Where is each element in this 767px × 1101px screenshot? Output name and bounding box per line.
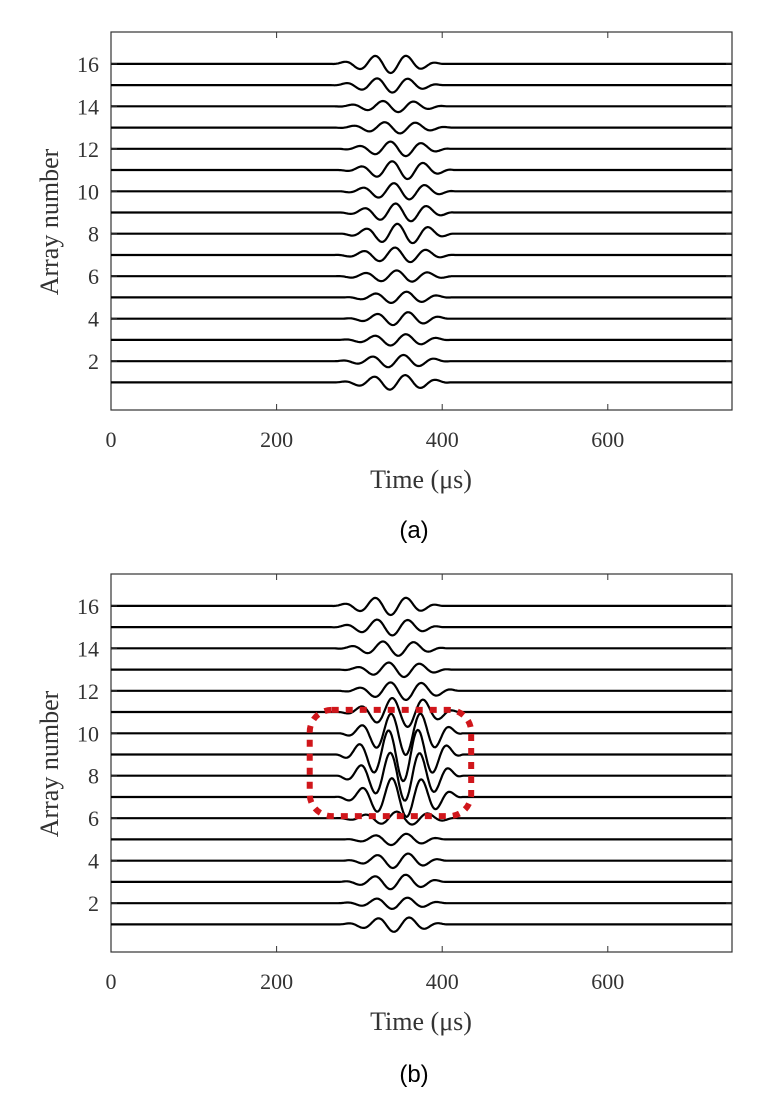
y-tick-label: 10 xyxy=(77,179,99,204)
y-tick-label: 14 xyxy=(77,94,99,119)
trace-array-5 xyxy=(111,832,732,847)
y-tick-label: 2 xyxy=(88,891,99,916)
x-axis-title-b: Time (μs) xyxy=(370,1007,472,1036)
trace-array-11 xyxy=(111,160,732,181)
chart-panel-b: 2 4 6 8 10 12 14 16 0 200 400 600 Time (μs) Array … xyxy=(35,573,733,1088)
highlight-box xyxy=(306,706,475,820)
panel-caption-a: (a) xyxy=(399,517,428,544)
trace-array-6 xyxy=(111,269,732,283)
chart-panel-a: 2 4 6 8 10 12 14 16 0 200 400 600 Time (μs) Array … xyxy=(35,31,733,544)
trace-array-8 xyxy=(111,222,732,245)
x-tick-label: 200 xyxy=(260,969,293,994)
trace-array-9 xyxy=(111,202,732,223)
y-tick-label: 8 xyxy=(88,222,99,247)
trace-array-13 xyxy=(111,661,732,679)
trace-array-11 xyxy=(111,696,732,729)
x-tick-label: 600 xyxy=(591,427,624,452)
trace-array-2 xyxy=(111,353,732,369)
traces-b xyxy=(111,596,732,933)
y-tick-label: 10 xyxy=(77,721,99,746)
traces-a xyxy=(111,54,732,391)
trace-array-10 xyxy=(111,182,732,201)
trace-array-8 xyxy=(111,751,732,802)
trace-array-5 xyxy=(111,290,732,304)
y-tick-label: 14 xyxy=(77,636,99,661)
plot-frame-b xyxy=(110,573,733,953)
trace-array-16 xyxy=(111,54,732,75)
y-ticks-b: 2 4 6 8 10 12 14 16 xyxy=(77,594,732,916)
trace-array-4 xyxy=(111,852,732,870)
trace-array-14 xyxy=(111,99,732,114)
trace-array-15 xyxy=(111,618,732,637)
trace-array-4 xyxy=(111,311,732,327)
trace-array-1 xyxy=(111,916,732,933)
trace-array-3 xyxy=(111,333,732,347)
y-tick-label: 4 xyxy=(88,849,99,874)
trace-array-2 xyxy=(111,896,732,911)
y-tick-label: 12 xyxy=(77,679,99,704)
x-tick-label: 0 xyxy=(106,427,117,452)
trace-array-13 xyxy=(111,121,732,135)
trace-array-3 xyxy=(111,873,732,891)
x-tick-label: 600 xyxy=(591,969,624,994)
trace-array-1 xyxy=(111,374,732,391)
x-tick-label: 400 xyxy=(426,969,459,994)
plot-frame-a xyxy=(110,31,733,411)
y-ticks-a: 2 4 6 8 10 12 14 16 xyxy=(77,52,732,374)
y-tick-label: 16 xyxy=(77,594,99,619)
trace-array-9 xyxy=(111,728,732,783)
y-tick-label: 2 xyxy=(88,349,99,374)
x-axis-title-a: Time (μs) xyxy=(370,465,472,494)
x-tick-label: 400 xyxy=(426,427,459,452)
trace-array-14 xyxy=(111,640,732,657)
trace-array-16 xyxy=(111,596,732,617)
trace-array-15 xyxy=(111,77,732,94)
x-ticks-a: 0 200 400 600 xyxy=(106,32,624,452)
y-tick-label: 4 xyxy=(88,307,99,332)
y-tick-label: 6 xyxy=(88,264,99,289)
panel-caption-b: (b) xyxy=(399,1061,428,1088)
trace-array-7 xyxy=(111,246,732,264)
y-tick-label: 12 xyxy=(77,137,99,162)
trace-array-12 xyxy=(111,140,732,158)
y-tick-label: 8 xyxy=(88,764,99,789)
trace-array-10 xyxy=(111,712,732,757)
y-axis-title-b: Array number xyxy=(35,690,64,837)
y-axis-title-a: Array number xyxy=(35,148,64,295)
x-tick-label: 0 xyxy=(106,969,117,994)
trace-array-7 xyxy=(111,777,732,819)
y-tick-label: 6 xyxy=(88,806,99,831)
y-tick-label: 16 xyxy=(77,52,99,77)
x-tick-label: 200 xyxy=(260,427,293,452)
x-ticks-b: 0 200 400 600 xyxy=(106,574,624,994)
trace-array-12 xyxy=(111,681,732,702)
trace-array-6 xyxy=(111,810,732,826)
